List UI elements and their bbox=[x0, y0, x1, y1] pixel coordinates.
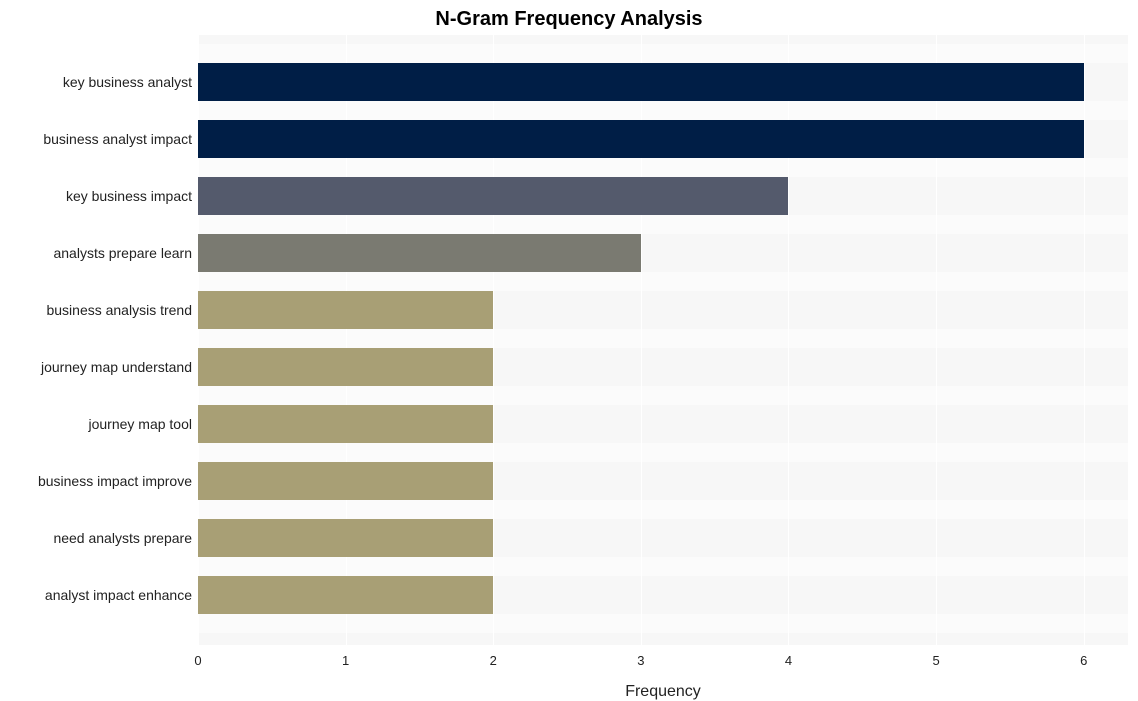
y-tick-label: key business impact bbox=[66, 188, 192, 204]
bar bbox=[198, 348, 493, 386]
y-tick-label: business analysis trend bbox=[46, 302, 192, 318]
y-tick-label: journey map understand bbox=[41, 359, 192, 375]
row-stripe bbox=[198, 101, 1128, 120]
y-tick-label: business analyst impact bbox=[43, 131, 192, 147]
row-stripe bbox=[198, 215, 1128, 234]
y-tick-label: need analysts prepare bbox=[53, 530, 192, 546]
row-stripe bbox=[198, 158, 1128, 177]
x-tick-label: 6 bbox=[1080, 653, 1087, 668]
ngram-frequency-chart: N-Gram Frequency Analysis Frequency 0 1 2 3… bbox=[0, 0, 1138, 701]
y-tick-label: analysts prepare learn bbox=[53, 245, 192, 261]
chart-title: N-Gram Frequency Analysis bbox=[0, 8, 1138, 31]
bar bbox=[198, 291, 493, 329]
x-tick-label: 3 bbox=[637, 653, 644, 668]
row-stripe bbox=[198, 272, 1128, 291]
bar bbox=[198, 462, 493, 500]
bar bbox=[198, 63, 1084, 101]
row-stripe bbox=[198, 614, 1128, 633]
y-tick-label: business impact improve bbox=[38, 473, 192, 489]
bar bbox=[198, 120, 1084, 158]
x-axis-title: Frequency bbox=[198, 683, 1128, 701]
bar bbox=[198, 576, 493, 614]
x-tick-label: 4 bbox=[785, 653, 792, 668]
x-tick-label: 2 bbox=[490, 653, 497, 668]
x-tick-label: 5 bbox=[932, 653, 939, 668]
plot-area bbox=[198, 35, 1128, 645]
x-tick-label: 0 bbox=[194, 653, 201, 668]
bar bbox=[198, 234, 641, 272]
row-stripe bbox=[198, 44, 1128, 63]
row-stripe bbox=[198, 500, 1128, 519]
bar bbox=[198, 519, 493, 557]
y-tick-label: journey map tool bbox=[88, 416, 192, 432]
y-tick-label: key business analyst bbox=[63, 74, 192, 90]
row-stripe bbox=[198, 329, 1128, 348]
row-stripe bbox=[198, 386, 1128, 405]
row-stripe bbox=[198, 557, 1128, 576]
bar bbox=[198, 177, 788, 215]
row-stripe bbox=[198, 443, 1128, 462]
x-tick-label: 1 bbox=[342, 653, 349, 668]
y-tick-label: analyst impact enhance bbox=[45, 587, 192, 603]
bar bbox=[198, 405, 493, 443]
